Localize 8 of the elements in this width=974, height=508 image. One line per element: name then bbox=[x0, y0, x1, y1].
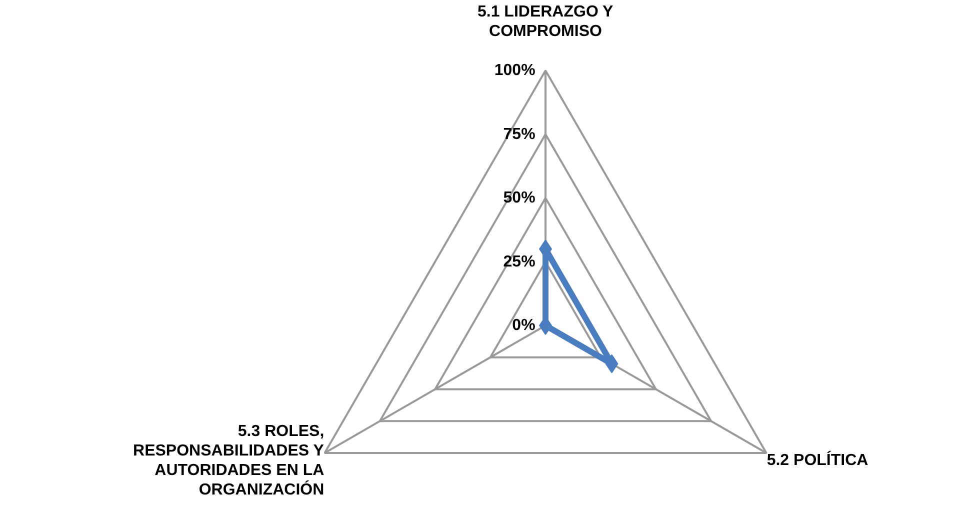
spoke-label: 5.1 LIDERAZGO Y COMPROMISO bbox=[477, 3, 614, 40]
y-tick-label: 75% bbox=[503, 126, 536, 143]
y-tick-label: 0% bbox=[512, 317, 536, 334]
y-tick-label: 100% bbox=[494, 62, 536, 79]
y-tick-label: 25% bbox=[503, 253, 536, 270]
spoke-label: 5.2 POLÍTICA bbox=[766, 450, 869, 470]
spoke-label: 5.3 ROLES, RESPONSABILIDADES Y AUTORIDADES EN LA ORGANIZACIÓN bbox=[133, 422, 325, 498]
y-tick-label: 50% bbox=[503, 190, 536, 206]
